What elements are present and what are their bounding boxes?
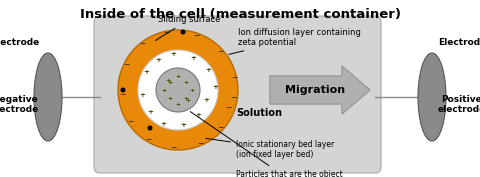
Text: Electrode: Electrode [0, 38, 39, 47]
Text: +: + [166, 78, 170, 82]
Ellipse shape [418, 53, 446, 141]
Text: −: − [123, 61, 129, 70]
Text: +: + [180, 122, 186, 128]
Text: +: + [195, 112, 201, 118]
Text: +: + [160, 121, 166, 127]
Text: +: + [168, 96, 173, 101]
Text: +: + [170, 51, 176, 57]
Text: −: − [225, 104, 231, 113]
Text: Inside of the cell (measurement container): Inside of the cell (measurement containe… [80, 8, 400, 21]
Ellipse shape [34, 53, 62, 141]
Text: +: + [205, 67, 211, 73]
Text: −: − [119, 90, 125, 99]
Text: −: − [193, 32, 199, 41]
Circle shape [156, 68, 200, 112]
Text: Particles that are the object
of measurement: Particles that are the object of measure… [190, 112, 343, 177]
Text: +: + [183, 96, 189, 101]
Text: −: − [217, 124, 223, 133]
Text: −: − [145, 136, 151, 144]
Text: −: − [170, 144, 176, 153]
Text: Solution: Solution [236, 108, 282, 118]
Text: +: + [139, 92, 145, 98]
Text: +: + [190, 87, 194, 93]
Circle shape [147, 125, 153, 130]
Text: −: − [139, 39, 145, 48]
Text: +: + [190, 55, 196, 61]
Polygon shape [270, 66, 370, 114]
Text: +: + [212, 84, 218, 90]
Text: Migration: Migration [285, 85, 345, 95]
Text: +: + [161, 87, 167, 93]
Text: +: + [185, 98, 191, 102]
Text: Ionic stationary bed layer
(ion fixed layer bed): Ionic stationary bed layer (ion fixed la… [206, 138, 334, 159]
Text: Electrode: Electrode [438, 38, 480, 47]
Text: +: + [143, 69, 149, 75]
Text: −: − [197, 139, 203, 149]
Text: −: − [230, 93, 236, 102]
Circle shape [118, 30, 238, 150]
Text: +: + [175, 101, 180, 107]
Text: +: + [168, 79, 173, 84]
Text: +: + [147, 109, 153, 115]
Text: Ion diffusion layer containing
zeta potential: Ion diffusion layer containing zeta pote… [228, 28, 361, 54]
Text: Sliding surface: Sliding surface [156, 15, 220, 41]
Circle shape [120, 87, 125, 93]
Text: −: − [163, 28, 169, 38]
Text: Positive
electrode: Positive electrode [438, 95, 480, 114]
Text: +: + [175, 73, 180, 79]
Text: Negative
electrode: Negative electrode [0, 95, 39, 114]
Text: +: + [155, 57, 161, 63]
Circle shape [138, 50, 218, 130]
Text: −: − [127, 118, 133, 127]
Text: −: − [231, 73, 237, 82]
FancyBboxPatch shape [94, 16, 381, 173]
Text: +: + [203, 97, 209, 103]
Circle shape [180, 30, 185, 35]
Text: +: + [183, 79, 189, 84]
Text: −: − [217, 47, 223, 56]
